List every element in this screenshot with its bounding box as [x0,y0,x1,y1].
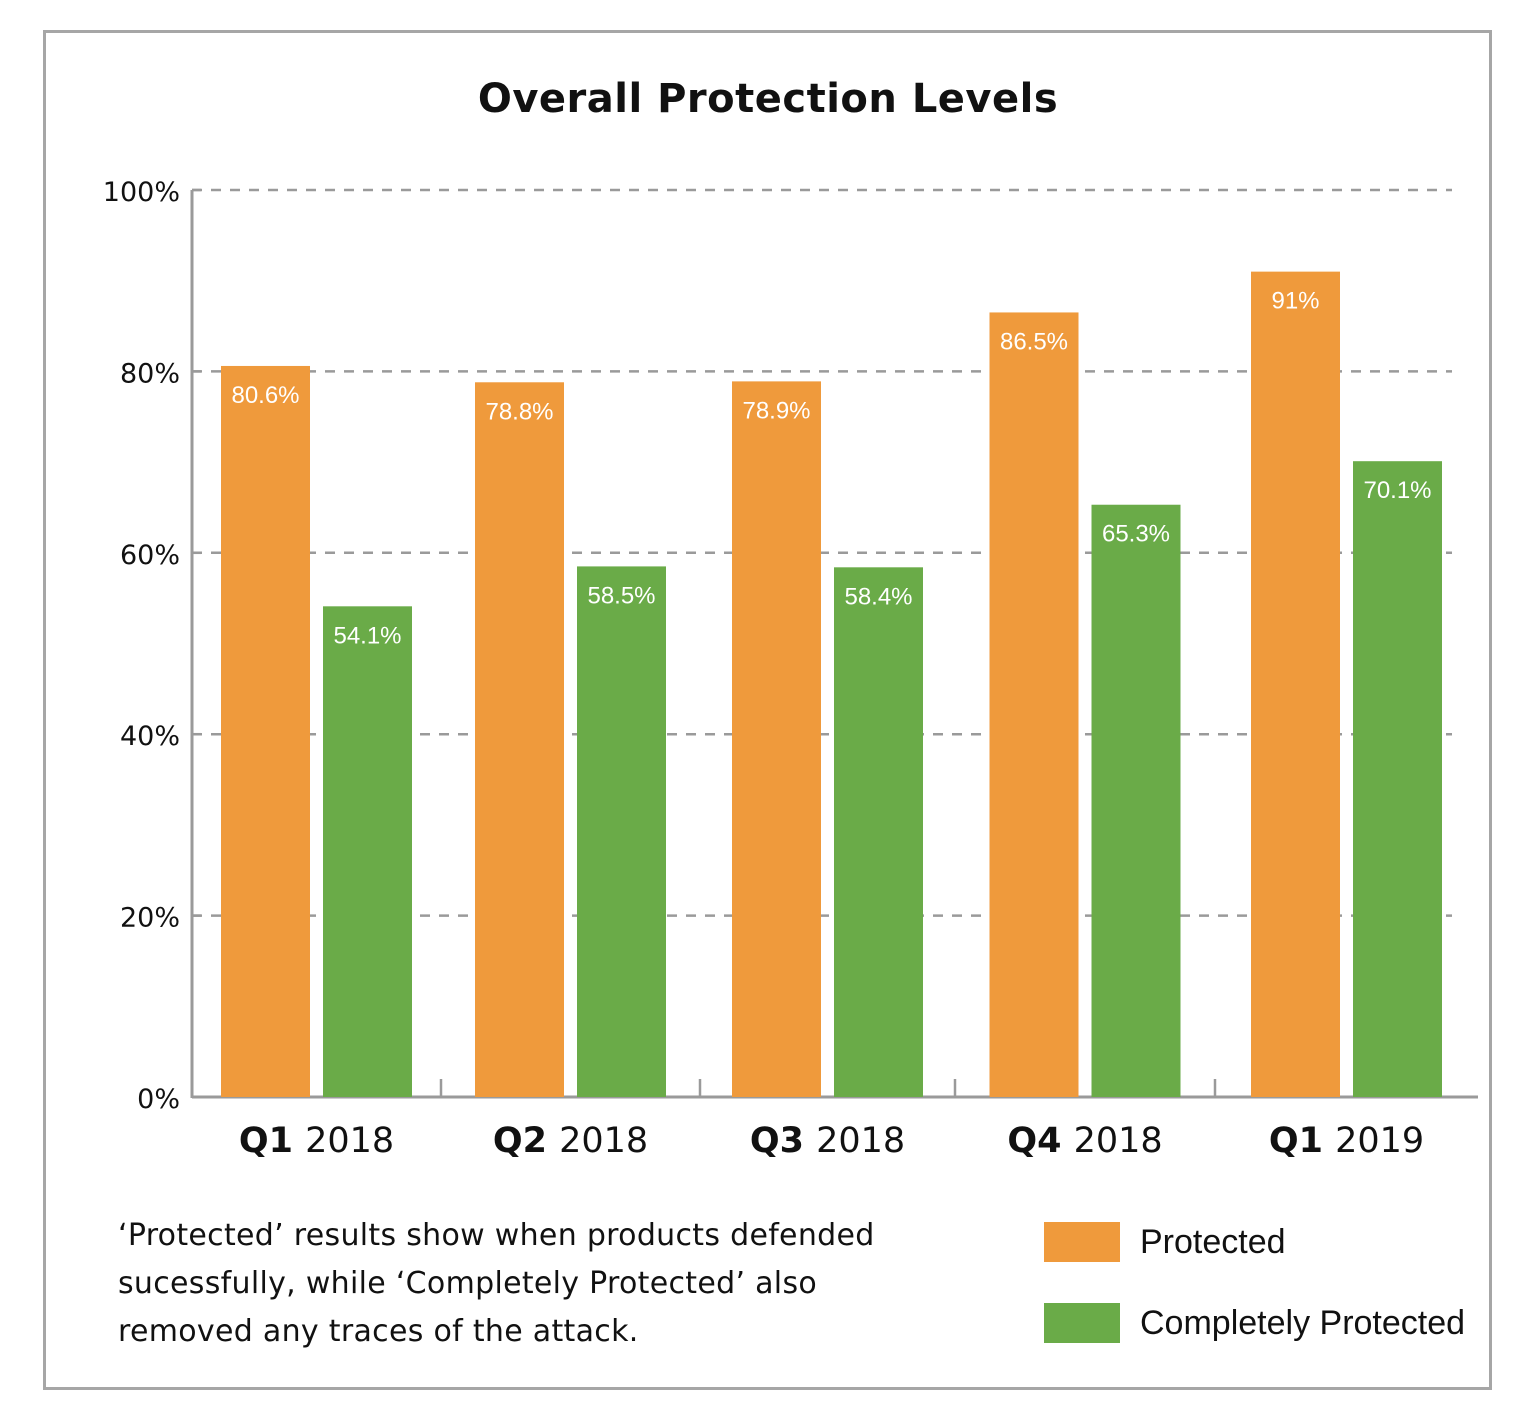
chart-title: Overall Protection Levels [477,76,1059,122]
data-label: 58.4% [844,583,912,610]
bar-completely-protected [323,606,412,1097]
annotation-line: removed any traces of the attack. [118,1314,639,1349]
data-label: 91% [1271,288,1319,315]
x-tick-label: Q4 2018 [1007,1121,1162,1161]
data-label: 58.5% [587,582,655,609]
data-label: 54.1% [333,622,401,649]
bar-protected [732,381,821,1097]
y-tick-label: 100% [103,177,180,208]
x-tick-label: Q1 2019 [1269,1121,1424,1161]
x-tick-label: Q2 2018 [493,1121,648,1161]
legend: Protected Completely Protected [1044,1222,1465,1384]
bar-protected [1251,271,1340,1097]
x-tick-label-quarter: Q1 [239,1121,305,1161]
x-tick-label: Q1 2018 [239,1121,394,1161]
data-label: 80.6% [231,382,299,409]
x-tick-label-quarter: Q2 [493,1121,559,1161]
x-tick-label-year: 2018 [816,1121,905,1161]
bar-protected [221,365,310,1097]
y-tick-label: 80% [120,358,180,389]
x-tick-label-year: 2018 [559,1121,648,1161]
data-label: 70.1% [1363,477,1431,504]
y-tick-label: 60% [120,540,180,571]
x-tick-label-year: 2018 [305,1121,394,1161]
bar-protected [475,382,564,1097]
x-tick-label: Q3 2018 [750,1121,905,1161]
data-label: 86.5% [1000,328,1068,355]
data-label: 78.8% [485,398,553,425]
bar-completely-protected [1091,504,1181,1097]
bar-completely-protected [834,567,923,1097]
legend-label: Protected [1140,1222,1286,1261]
bar-protected [989,312,1079,1097]
legend-item-completely-protected: Completely Protected [1044,1303,1465,1343]
annotation-line: ‘Protected’ results show when products d… [118,1218,875,1253]
bar-completely-protected [1353,461,1442,1097]
data-label: 78.9% [742,397,810,424]
legend-swatch-completely-protected [1044,1303,1120,1343]
legend-item-protected: Protected [1044,1222,1465,1262]
y-tick-label: 20% [120,903,180,934]
x-tick-label-quarter: Q4 [1007,1121,1073,1161]
y-tick-label: 0% [137,1084,180,1115]
x-tick-label-quarter: Q3 [750,1121,816,1161]
annotation-line: sucessfully, while ‘Completely Protected… [118,1266,818,1301]
legend-swatch-protected [1044,1222,1120,1262]
legend-label: Completely Protected [1140,1303,1466,1342]
data-label: 65.3% [1102,521,1170,548]
y-tick-label: 40% [120,721,180,752]
bar-completely-protected [577,566,666,1097]
x-tick-label-year: 2019 [1335,1121,1424,1161]
chart-frame [43,30,1492,1390]
x-tick-label-quarter: Q1 [1269,1121,1335,1161]
chart-annotation: ‘Protected’ results show when products d… [118,1212,1018,1356]
x-tick-label-year: 2018 [1074,1121,1163,1161]
